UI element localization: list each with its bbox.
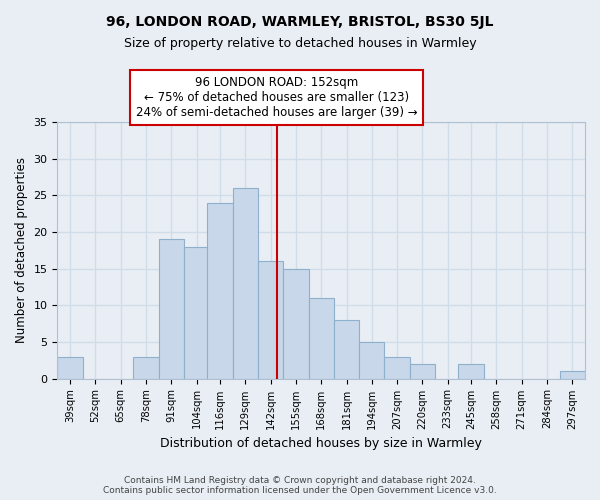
Text: Contains HM Land Registry data © Crown copyright and database right 2024.
Contai: Contains HM Land Registry data © Crown c… — [103, 476, 497, 495]
Text: Size of property relative to detached houses in Warmley: Size of property relative to detached ho… — [124, 38, 476, 51]
Bar — [158, 239, 184, 378]
Bar — [233, 188, 258, 378]
Bar — [385, 356, 410, 378]
Bar — [258, 261, 283, 378]
Bar — [308, 298, 334, 378]
Y-axis label: Number of detached properties: Number of detached properties — [15, 157, 28, 343]
Bar — [184, 246, 209, 378]
Bar — [208, 202, 233, 378]
Bar — [359, 342, 385, 378]
Bar — [410, 364, 435, 378]
X-axis label: Distribution of detached houses by size in Warmley: Distribution of detached houses by size … — [160, 437, 482, 450]
Bar — [458, 364, 484, 378]
Bar — [283, 268, 308, 378]
Bar — [334, 320, 359, 378]
Bar — [58, 356, 83, 378]
Text: 96, LONDON ROAD, WARMLEY, BRISTOL, BS30 5JL: 96, LONDON ROAD, WARMLEY, BRISTOL, BS30 … — [106, 15, 494, 29]
Bar — [133, 356, 158, 378]
Text: 96 LONDON ROAD: 152sqm
← 75% of detached houses are smaller (123)
24% of semi-de: 96 LONDON ROAD: 152sqm ← 75% of detached… — [136, 76, 417, 120]
Bar — [560, 371, 585, 378]
